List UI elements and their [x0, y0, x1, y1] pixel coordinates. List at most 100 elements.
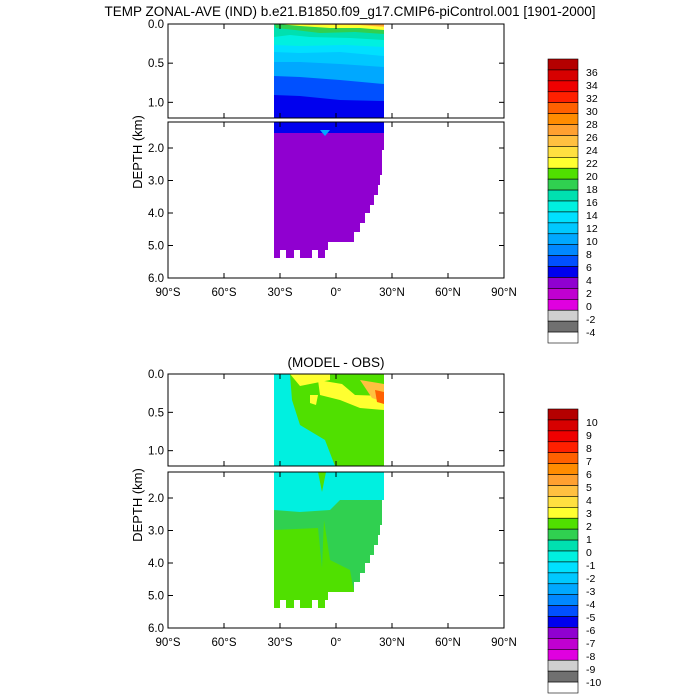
plot2-colorbar-box: [547, 474, 579, 486]
plot2-colorbar-box: [547, 616, 579, 628]
plot1-colorbar-box: [547, 299, 579, 311]
plot1-lower-ytick-label: 2.0: [148, 143, 164, 155]
plot2-colorbar-label: -7: [586, 638, 595, 650]
plot1-colorbar-label: 0: [586, 301, 592, 313]
plot1-colorbar-box: [547, 211, 579, 224]
plot1-colorbar-box: [547, 102, 579, 114]
plot2-colorbar-label: -1: [586, 560, 595, 572]
plot2-colorbar-box: [547, 659, 579, 672]
plot1-colorbar-box: [547, 277, 579, 289]
plot2-colorbar-label: 0: [586, 547, 592, 559]
plot1-colorbar-box: [547, 178, 579, 191]
plot2-upper-field: [274, 374, 384, 466]
plot1-colorbar-box: [547, 91, 579, 103]
plot1-lower-ytick-label: 5.0: [148, 241, 164, 253]
plot2-lower-ytick-label: 6.0: [148, 623, 164, 635]
plot1-upper-ytick-label: 0.5: [148, 58, 164, 70]
plot2-colorbar-box: [547, 572, 579, 585]
plot1-colorbar-box: [547, 69, 579, 82]
plot1-colorbar-label: -4: [586, 327, 595, 339]
plot1-colorbar-label: 34: [586, 80, 598, 92]
plot1-colorbar-box: [547, 222, 579, 235]
plot2-colorbar-label: 3: [586, 508, 592, 520]
plot1-colorbar-label: 24: [586, 145, 598, 157]
plot2-colorbar-box: [547, 670, 579, 683]
plot1-colorbar-box: [547, 146, 579, 158]
plot1-upper-field: [274, 24, 384, 118]
plot2-xtick-label: 0°: [331, 637, 342, 649]
plot2-colorbar-label: 1: [586, 534, 592, 546]
plot2-colorbar-box: [547, 430, 579, 443]
plot2-colorbar-box: [547, 594, 579, 606]
plot2-colorbar-label: -9: [586, 664, 595, 676]
plot1-title: TEMP ZONAL-AVE (IND) b.e21.B1850.f09_g17…: [104, 4, 595, 19]
plot2-xtick-label: 90°S: [155, 637, 180, 649]
plot1-colorbar-box: [547, 244, 579, 256]
plot1-colorbar-label: 2: [586, 288, 592, 300]
plot1-colorbar-box: [547, 80, 579, 93]
plot2-colorbar-box: [547, 485, 579, 497]
plot1-colorbar-label: 12: [586, 223, 598, 235]
plot1-colorbar-box: [547, 167, 579, 180]
plot1-colorbar-label: 10: [586, 236, 598, 248]
plot1-colorbar-box: [547, 124, 579, 136]
plot2-colorbar-label: 9: [586, 430, 592, 442]
plot2-colorbar-box: [547, 419, 579, 432]
plot1-colorbar-label: 36: [586, 67, 598, 79]
plot1-xtick-label: 60°N: [435, 287, 461, 299]
plot1-colorbar-label: 4: [586, 275, 592, 287]
plot1-colorbar-label: 18: [586, 184, 598, 196]
plot2-colorbar-box: [547, 638, 579, 650]
plot2-ylabel: DEPTH (km): [130, 468, 145, 542]
plot1-colorbar-label: -2: [586, 314, 595, 326]
plot2-colorbar-label: 7: [586, 456, 592, 468]
plot1-colorbar-box: [547, 288, 579, 300]
plot2-colorbar-label: 2: [586, 521, 592, 533]
plot2-colorbar-box: [547, 496, 579, 508]
plot2-lower-ytick-label: 3.0: [148, 526, 164, 538]
plot2-colorbar-box: [547, 681, 579, 694]
plot2-upper-ytick-label: 0.5: [148, 407, 164, 419]
plot2-colorbar-label: 8: [586, 443, 592, 455]
plot1-upper-ytick-label: 0.0: [148, 19, 164, 31]
plot1-colorbar-label: 6: [586, 262, 592, 274]
plot2-xtick-label: 60°S: [211, 637, 236, 649]
plot2-colorbar-box: [547, 561, 579, 574]
plot2-colorbar-box: [547, 627, 579, 639]
plot2-colorbar-label: -5: [586, 612, 595, 624]
plot1-colorbar-box: [547, 233, 579, 245]
plot1-xtick-label: 0°: [331, 287, 342, 299]
plot2-lower-field: [274, 472, 384, 608]
plot1-colorbar-box: [547, 266, 579, 278]
plot2-colorbar-label: -2: [586, 573, 595, 585]
plot1-xtick-label: 60°S: [211, 287, 236, 299]
plot1-colorbar-label: 20: [586, 171, 598, 183]
plot2-colorbar-label: -8: [586, 651, 595, 663]
plot1-xtick-label: 30°S: [267, 287, 292, 299]
plot1-colorbar-box: [547, 309, 579, 322]
plot1-colorbar-label: 30: [586, 106, 598, 118]
plot1-lower-field: [274, 122, 384, 258]
plot2-colorbar-label: -4: [586, 599, 595, 611]
plot1-xtick-label: 90°N: [491, 287, 517, 299]
plot2-colorbar-label: -10: [586, 677, 601, 689]
plot2-lower-ytick-label: 4.0: [148, 558, 164, 570]
plot2-colorbar-label: -6: [586, 625, 595, 637]
plot2-upper-ytick-label: 1.0: [148, 446, 164, 458]
plot2-colorbar-label: 4: [586, 495, 592, 507]
plot2-colorbar-box: [547, 441, 579, 453]
plot2-xtick-label: 30°S: [267, 637, 292, 649]
plot1-colorbar-label: 22: [586, 158, 598, 170]
plot1-colorbar-box: [547, 135, 579, 147]
plot1-colorbar-label: 8: [586, 249, 592, 261]
contour-fields: [274, 24, 384, 608]
plot2-xtick-label: 30°N: [379, 637, 405, 649]
plot1-upper-ytick-label: 1.0: [148, 97, 164, 109]
plot2-colorbar-box: [547, 539, 579, 552]
plot1-colorbar-label: 14: [586, 210, 598, 222]
plot2-colorbar-box: [547, 605, 579, 617]
plot1-lower-ytick-label: 4.0: [148, 208, 164, 220]
plot1-lower-ytick-label: 3.0: [148, 176, 164, 188]
plot2-colorbar-box: [547, 408, 579, 421]
plot2-colorbar-box: [547, 517, 579, 530]
